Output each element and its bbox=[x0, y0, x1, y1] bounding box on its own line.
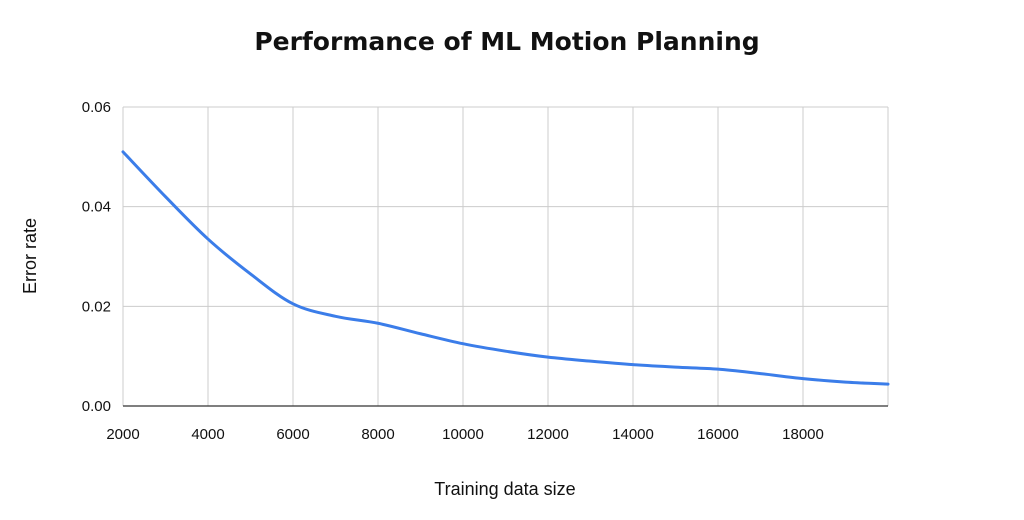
tick-labels: 0.00 0.02 0.04 0.06 2000 4000 6000 8000 10000 120… bbox=[82, 99, 824, 443]
y-tick-label: 0.02 bbox=[82, 298, 111, 315]
x-tick-label: 14000 bbox=[612, 426, 654, 443]
x-tick-label: 6000 bbox=[276, 426, 309, 443]
y-tick-label: 0.06 bbox=[82, 99, 111, 116]
y-tick-label: 0.04 bbox=[82, 199, 111, 216]
y-tick-label: 0.00 bbox=[82, 398, 111, 415]
x-tick-label: 8000 bbox=[361, 426, 394, 443]
x-tick-label: 16000 bbox=[697, 426, 739, 443]
x-tick-label: 18000 bbox=[782, 426, 824, 443]
x-tick-label: 2000 bbox=[106, 426, 139, 443]
error-rate-line bbox=[121, 150, 890, 386]
chart-title: Performance of ML Motion Planning bbox=[254, 27, 759, 56]
x-axis-title: Training data size bbox=[434, 479, 575, 499]
x-tick-label: 4000 bbox=[191, 426, 224, 443]
gridlines bbox=[122, 106, 889, 406]
x-tick-label: 10000 bbox=[442, 426, 484, 443]
x-tick-label: 12000 bbox=[527, 426, 569, 443]
series-lines bbox=[121, 150, 890, 386]
y-axis-title: Error rate bbox=[20, 218, 40, 294]
